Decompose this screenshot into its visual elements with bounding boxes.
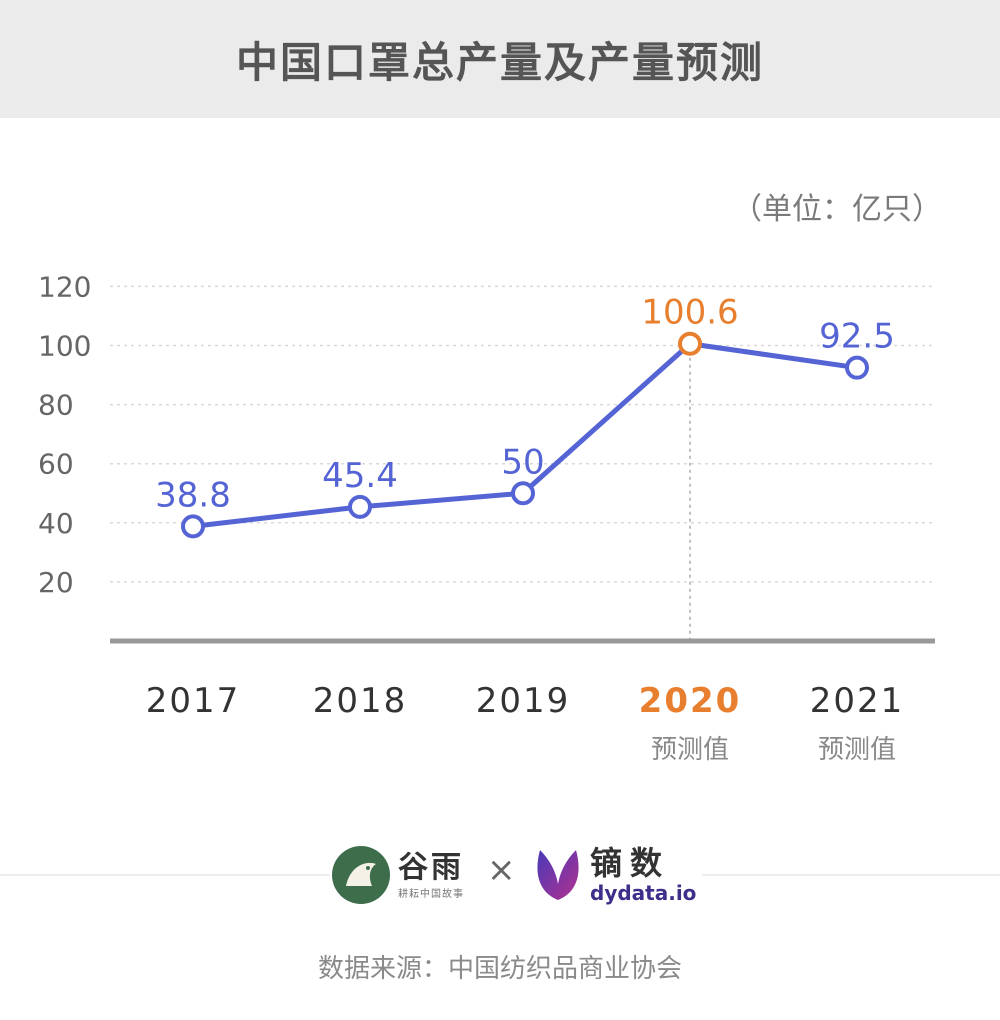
x-tick-label: 2020 — [639, 681, 742, 721]
y-tick-label: 80 — [38, 389, 74, 422]
bird-icon — [332, 846, 390, 904]
y-tick-label: 100 — [38, 330, 91, 363]
x-tick-note: 预测值 — [651, 735, 729, 765]
data-point — [511, 481, 535, 506]
line-chart: 20 40 60 80 100 120 38.8 45.4 50 100.6 92.5 2017 201… — [38, 270, 935, 765]
dydata-logo-name: 镝数 — [590, 844, 671, 882]
title-bar: 中国口罩总产量及产量预测 — [0, 0, 1000, 118]
footer-logos: 谷雨 耕耘中国故事 × 镝数 dydata.io — [0, 830, 1000, 920]
x-tick-label: 2017 — [146, 681, 241, 721]
data-label: 50 — [501, 442, 544, 482]
footer-divider-right — [690, 874, 1000, 876]
chart-title: 中国口罩总产量及产量预测 — [235, 37, 764, 87]
data-point — [348, 494, 372, 519]
x-tick-label: 2018 — [313, 681, 408, 721]
y-tick-label: 20 — [38, 566, 74, 599]
data-label: 100.6 — [641, 293, 738, 333]
y-tick-label: 40 — [38, 507, 74, 540]
data-label: 38.8 — [155, 475, 231, 515]
y-tick-label: 60 — [38, 448, 74, 481]
x-tick-label: 2021 — [810, 681, 905, 721]
guyu-logo-tagline: 耕耘中国故事 — [398, 888, 464, 900]
data-point — [845, 355, 869, 380]
data-point — [181, 514, 205, 539]
x-tick-note: 预测值 — [818, 735, 896, 765]
data-label: 45.4 — [322, 456, 398, 496]
y-tick-label: 120 — [38, 270, 91, 303]
data-label: 92.5 — [819, 317, 895, 357]
x-tick-label: 2019 — [476, 681, 571, 721]
guyu-logo: 谷雨 耕耘中国故事 — [332, 844, 470, 906]
data-source: 数据来源：中国纺织品商业协会 — [317, 954, 682, 984]
logo-separator: × — [487, 850, 516, 890]
butterfly-icon — [532, 842, 584, 908]
guyu-logo-name: 谷雨 — [398, 849, 464, 885]
unit-label: （单位：亿只） — [732, 192, 942, 227]
dydata-logo: 镝数 dydata.io — [532, 840, 703, 910]
footer-divider-left — [0, 874, 330, 876]
data-point — [678, 331, 702, 356]
dydata-logo-domain: dydata.io — [590, 881, 697, 905]
